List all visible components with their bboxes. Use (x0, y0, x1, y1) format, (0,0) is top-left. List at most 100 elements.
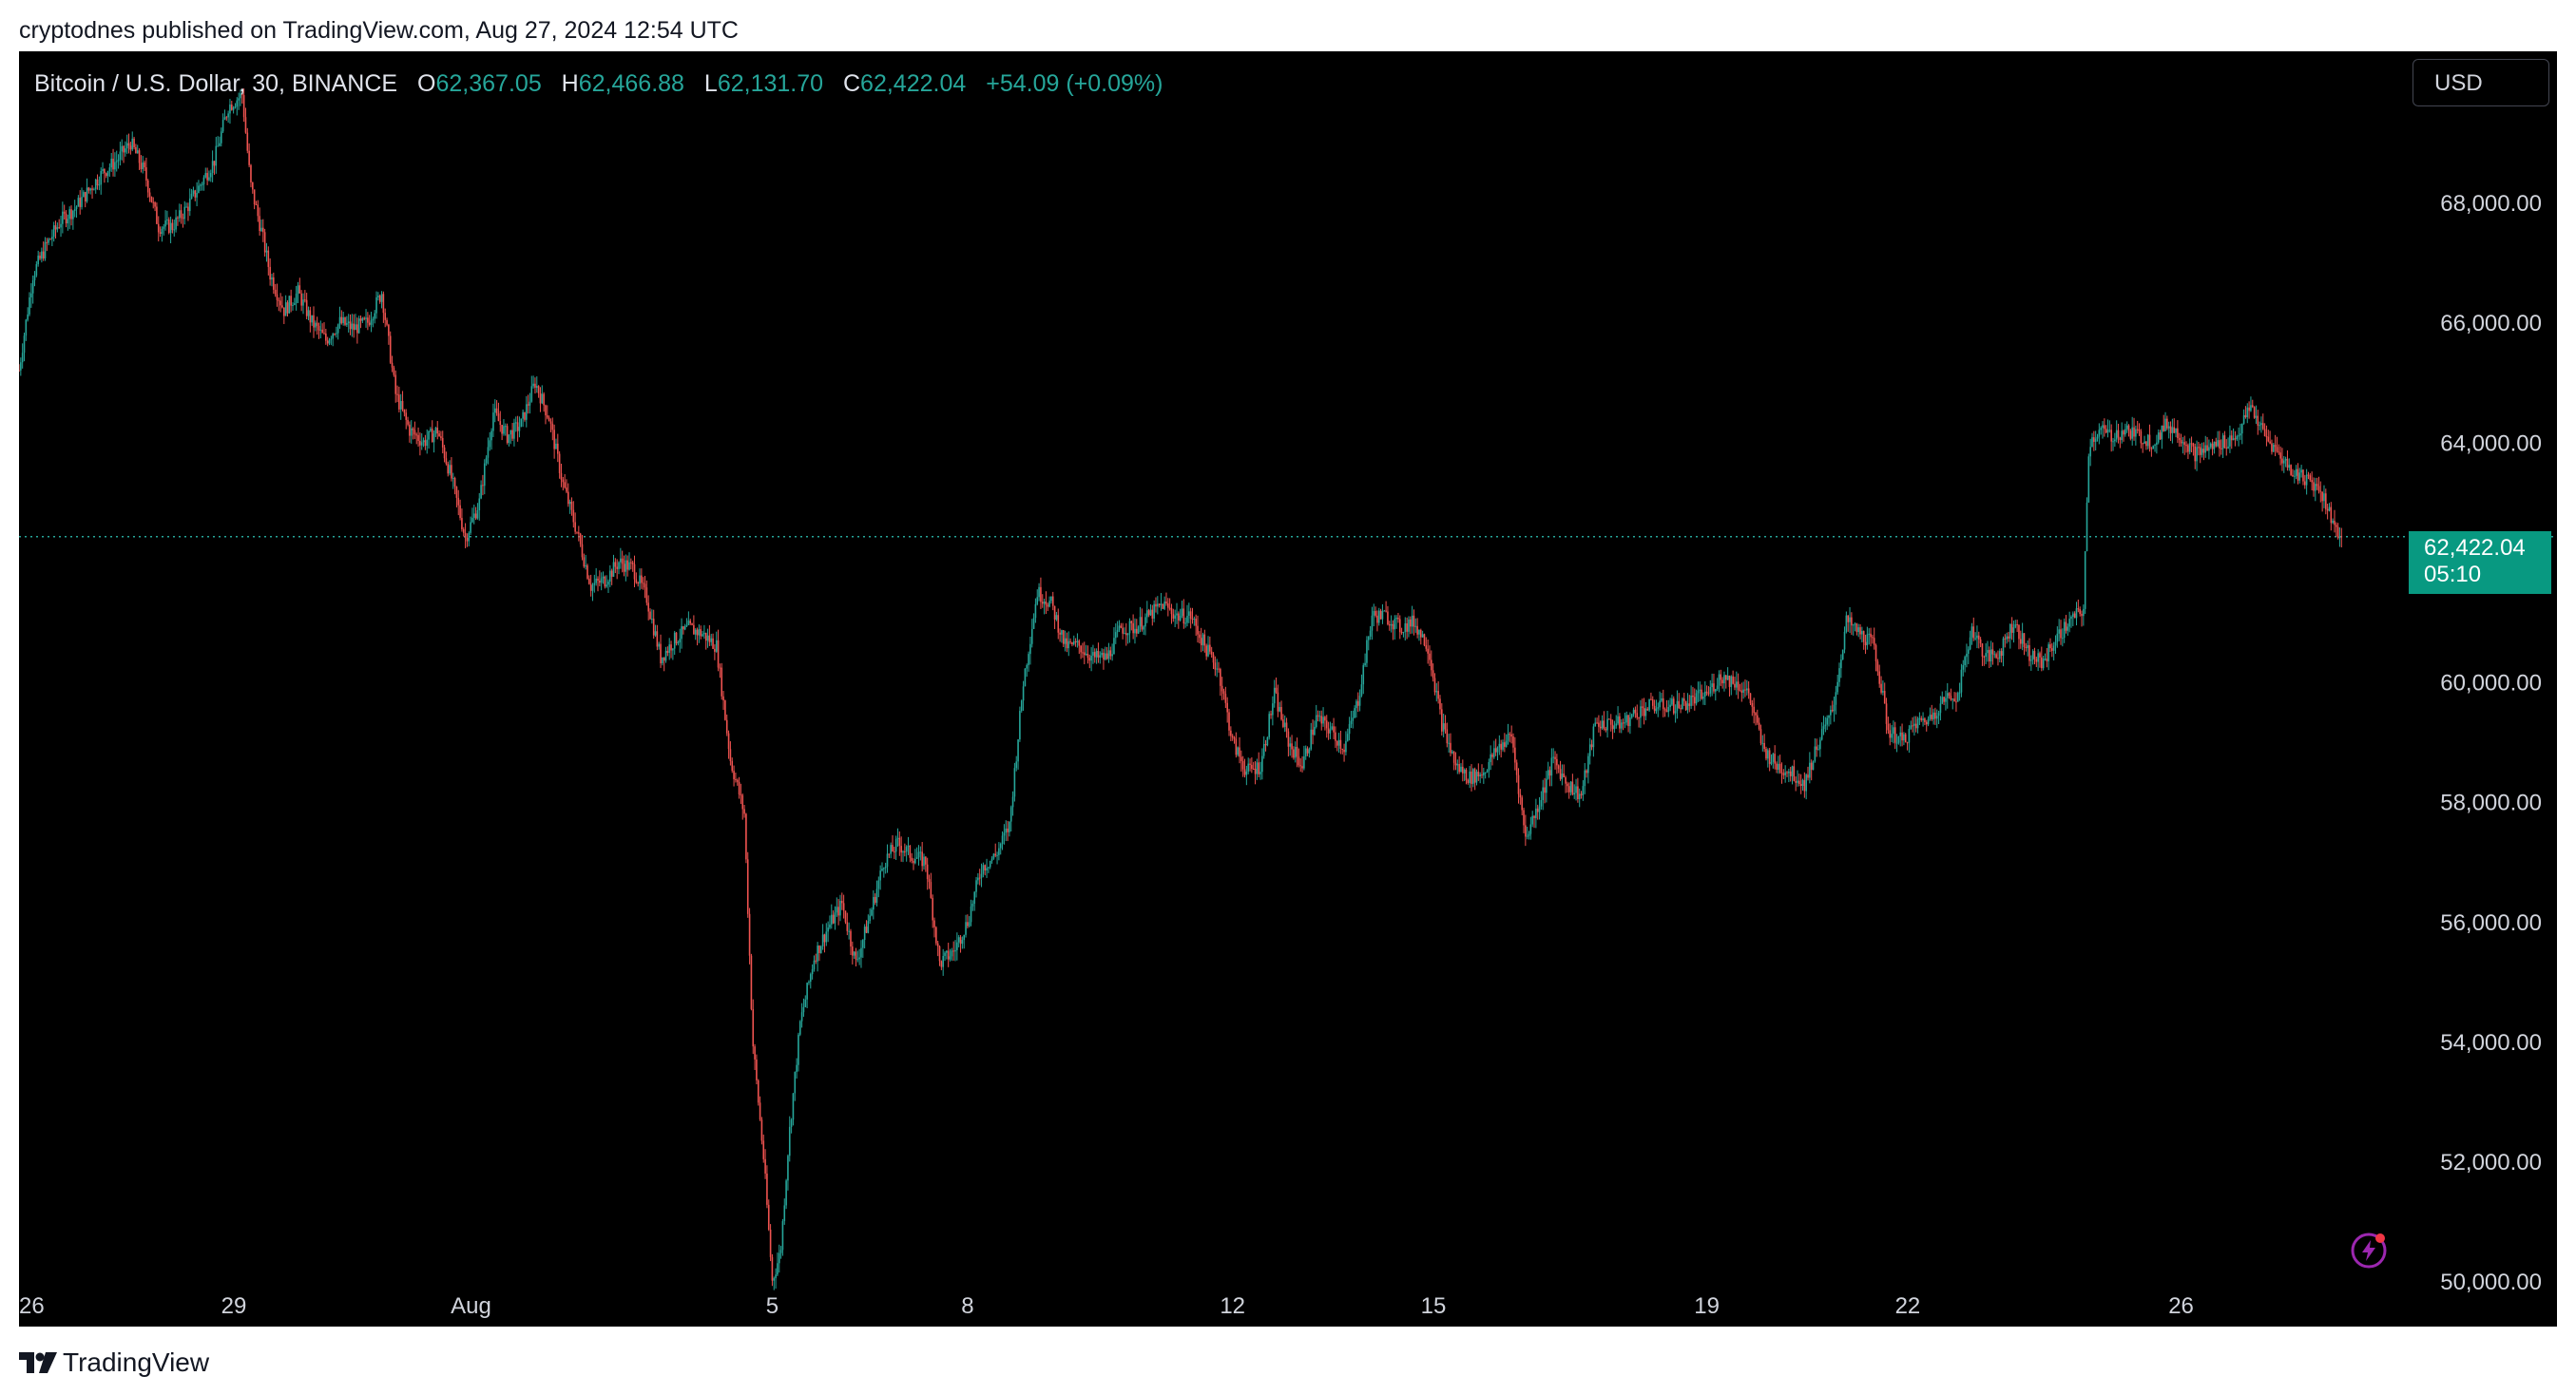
candle (1116, 621, 1119, 638)
candle-body (1663, 709, 1666, 711)
candle (1592, 723, 1595, 757)
candle-body (1293, 749, 1295, 758)
candle (1463, 768, 1466, 781)
candle (1922, 712, 1924, 727)
candle (1320, 710, 1323, 731)
candle-body (1946, 693, 1949, 698)
candle-body (532, 383, 534, 387)
candle-body (2161, 425, 2163, 440)
candle-body (583, 557, 586, 567)
candle-body (1176, 613, 1178, 616)
candle-body (1252, 768, 1255, 770)
candle (1786, 771, 1788, 777)
candle (578, 526, 580, 542)
candle (1137, 625, 1140, 635)
candle (2336, 523, 2339, 540)
candle (23, 333, 26, 362)
candle (710, 633, 713, 646)
candle-body (1411, 615, 1413, 627)
candle-body (1376, 615, 1378, 623)
candle (1435, 682, 1438, 702)
candle-body (436, 428, 439, 434)
candle-body (292, 304, 294, 306)
change-value: +54.09 (+0.09%) (986, 70, 1163, 97)
candle (154, 201, 156, 212)
tradingview-footer[interactable]: TradingView (19, 1347, 209, 1378)
candle-body (382, 294, 385, 314)
candle (2115, 420, 2118, 443)
candle-body (157, 223, 160, 233)
candle (37, 250, 39, 267)
candle (935, 926, 937, 946)
candle (2187, 443, 2189, 460)
candle-body (1969, 637, 1971, 650)
symbol-name[interactable]: Bitcoin / U.S. Dollar, 30, BINANCE (34, 70, 398, 97)
candle-body (290, 296, 292, 306)
candle (271, 274, 273, 287)
candle-body (1643, 707, 1645, 717)
candle-body (1024, 668, 1027, 687)
candle-body (518, 427, 521, 431)
candle-body (2072, 613, 2074, 617)
candle-body (1925, 721, 1928, 725)
candle (2068, 611, 2070, 633)
candle (616, 559, 618, 580)
candle (1550, 748, 1553, 787)
candle (683, 623, 686, 631)
candle-body (455, 487, 458, 498)
candle (1404, 617, 1407, 640)
candle-body (171, 222, 174, 230)
candle (663, 657, 665, 672)
candlestick-chart[interactable]: 50,000.0052,000.0054,000.0056,000.0058,0… (19, 51, 2557, 1327)
candle-body (35, 264, 38, 276)
candle-body (1955, 701, 1957, 703)
candle-body (1481, 774, 1483, 776)
candle-body (1408, 619, 1410, 632)
candle-body (1402, 631, 1405, 633)
candle (1452, 751, 1455, 771)
candle-body (2204, 445, 2207, 453)
candle-body (1163, 602, 1165, 609)
candle (1608, 717, 1610, 720)
candle (1377, 607, 1380, 626)
candle-body (1751, 702, 1754, 707)
candle-body (1615, 723, 1618, 726)
chart-pane[interactable]: 50,000.00 52,000.00 54,000.00 56,000.00 58,0… (19, 51, 2557, 1327)
candle (1454, 752, 1457, 771)
candle (257, 200, 260, 222)
candle-body (1778, 763, 1779, 770)
candle (1074, 638, 1077, 647)
candle (2123, 429, 2124, 442)
candle (752, 999, 755, 1055)
candle-body (1045, 602, 1048, 605)
candle (534, 377, 536, 394)
candle-body (586, 564, 588, 579)
candle-body (495, 408, 498, 414)
candle-body (2124, 429, 2126, 435)
candle (2131, 416, 2133, 446)
candle-body (2166, 418, 2168, 429)
candle-body (281, 305, 283, 308)
candle (68, 206, 70, 230)
candle (2004, 634, 2007, 648)
candle-body (433, 433, 435, 443)
currency-button[interactable]: USD (2413, 59, 2549, 106)
candle (2000, 648, 2003, 663)
candle-body (21, 353, 24, 363)
candle-body (2063, 621, 2066, 639)
candle-body (1239, 747, 1240, 757)
candle (1488, 758, 1490, 778)
candle-body (1228, 712, 1230, 731)
candle (1003, 824, 1006, 845)
candle-body (2300, 469, 2302, 473)
candle (1663, 707, 1666, 717)
candle-body (1483, 772, 1485, 776)
candle (1398, 615, 1401, 640)
candle-body (1918, 717, 1921, 719)
lightning-bolt-icon[interactable] (2350, 1232, 2388, 1270)
candle (286, 300, 289, 317)
candle-body (2100, 428, 2102, 430)
candle-body (2157, 432, 2160, 443)
candle (2033, 647, 2036, 665)
x-tick-label: Aug (451, 1293, 491, 1319)
